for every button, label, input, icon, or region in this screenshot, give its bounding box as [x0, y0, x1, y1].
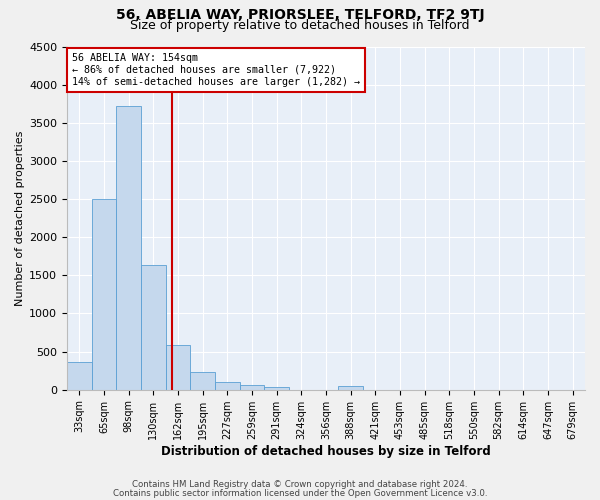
- Bar: [338, 386, 363, 390]
- Bar: [67, 362, 92, 390]
- Text: Size of property relative to detached houses in Telford: Size of property relative to detached ho…: [130, 19, 470, 32]
- Text: Contains public sector information licensed under the Open Government Licence v3: Contains public sector information licen…: [113, 488, 487, 498]
- Bar: [166, 344, 190, 390]
- Y-axis label: Number of detached properties: Number of detached properties: [15, 130, 25, 306]
- Bar: [239, 385, 265, 390]
- Text: 56, ABELIA WAY, PRIORSLEE, TELFORD, TF2 9TJ: 56, ABELIA WAY, PRIORSLEE, TELFORD, TF2 …: [116, 8, 484, 22]
- Bar: [190, 372, 215, 390]
- Bar: [116, 106, 141, 390]
- Text: 56 ABELIA WAY: 154sqm
← 86% of detached houses are smaller (7,922)
14% of semi-d: 56 ABELIA WAY: 154sqm ← 86% of detached …: [72, 54, 360, 86]
- Bar: [265, 387, 289, 390]
- X-axis label: Distribution of detached houses by size in Telford: Distribution of detached houses by size …: [161, 444, 491, 458]
- Text: Contains HM Land Registry data © Crown copyright and database right 2024.: Contains HM Land Registry data © Crown c…: [132, 480, 468, 489]
- Bar: [215, 382, 239, 390]
- Bar: [92, 199, 116, 390]
- Bar: [141, 266, 166, 390]
